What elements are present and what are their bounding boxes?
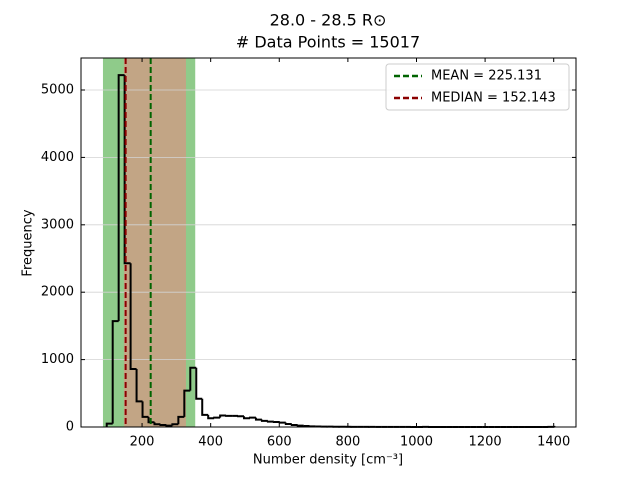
- histogram-bin: [165, 424, 173, 427]
- histogram-bin: [260, 419, 268, 422]
- histogram-bin: [111, 320, 119, 424]
- x-tick-label: 600: [267, 435, 292, 450]
- histogram-bin: [129, 263, 137, 371]
- histogram-bin: [117, 74, 125, 322]
- histogram-bin: [195, 367, 203, 400]
- histogram-bin: [266, 420, 274, 423]
- histogram-bin: [159, 423, 167, 426]
- histogram-bin: [207, 414, 215, 420]
- histogram-bin: [105, 422, 113, 427]
- histogram-bin: [296, 424, 304, 427]
- histogram-bin: [177, 415, 185, 425]
- x-tick-label: 800: [335, 435, 360, 450]
- y-tick-label: 2000: [41, 285, 74, 300]
- y-tick-label: 0: [66, 420, 74, 435]
- histogram-bin: [243, 416, 250, 420]
- histogram-bin: [153, 422, 161, 426]
- histogram-bin: [278, 421, 286, 424]
- legend-box: [385, 63, 570, 111]
- x-tick-label: 200: [130, 435, 155, 450]
- x-tick-label: 1400: [537, 435, 570, 450]
- x-tick-label: 400: [198, 435, 223, 450]
- histogram-bin: [135, 369, 143, 403]
- plot-frame: [80, 57, 577, 428]
- shaded-span: [123, 58, 186, 427]
- y-axis-label: Frequency: [21, 209, 36, 276]
- x-tick-label: 1200: [469, 435, 502, 450]
- chart-title: 28.0 - 28.5 R⊙: [270, 11, 387, 30]
- histogram-bin: [248, 416, 256, 419]
- legend-label: MEAN = 225.131: [431, 69, 542, 84]
- histogram-bin: [147, 416, 155, 424]
- histogram-bin: [290, 423, 298, 426]
- x-tick-label: 1000: [400, 435, 433, 450]
- histogram-bin: [254, 417, 262, 421]
- histogram-bin: [213, 416, 221, 419]
- y-tick-label: 1000: [41, 352, 74, 367]
- chart-subtitle: # Data Points = 15017: [236, 33, 420, 52]
- histogram-bin: [189, 366, 197, 391]
- y-tick-label: 4000: [41, 150, 74, 165]
- histogram-bin: [219, 414, 227, 418]
- x-axis-label: Number density [cm⁻³]: [253, 453, 403, 468]
- legend-label: MEDIAN = 152.143: [431, 91, 556, 106]
- histogram-bin: [123, 75, 131, 265]
- y-tick-label: 5000: [41, 83, 74, 98]
- histogram-bin: [141, 401, 149, 418]
- histogram-bin: [284, 422, 292, 425]
- histogram-bin: [201, 398, 209, 416]
- histogram-bin: [183, 389, 191, 417]
- y-tick-label: 3000: [41, 217, 74, 232]
- histogram-bin: [171, 423, 179, 426]
